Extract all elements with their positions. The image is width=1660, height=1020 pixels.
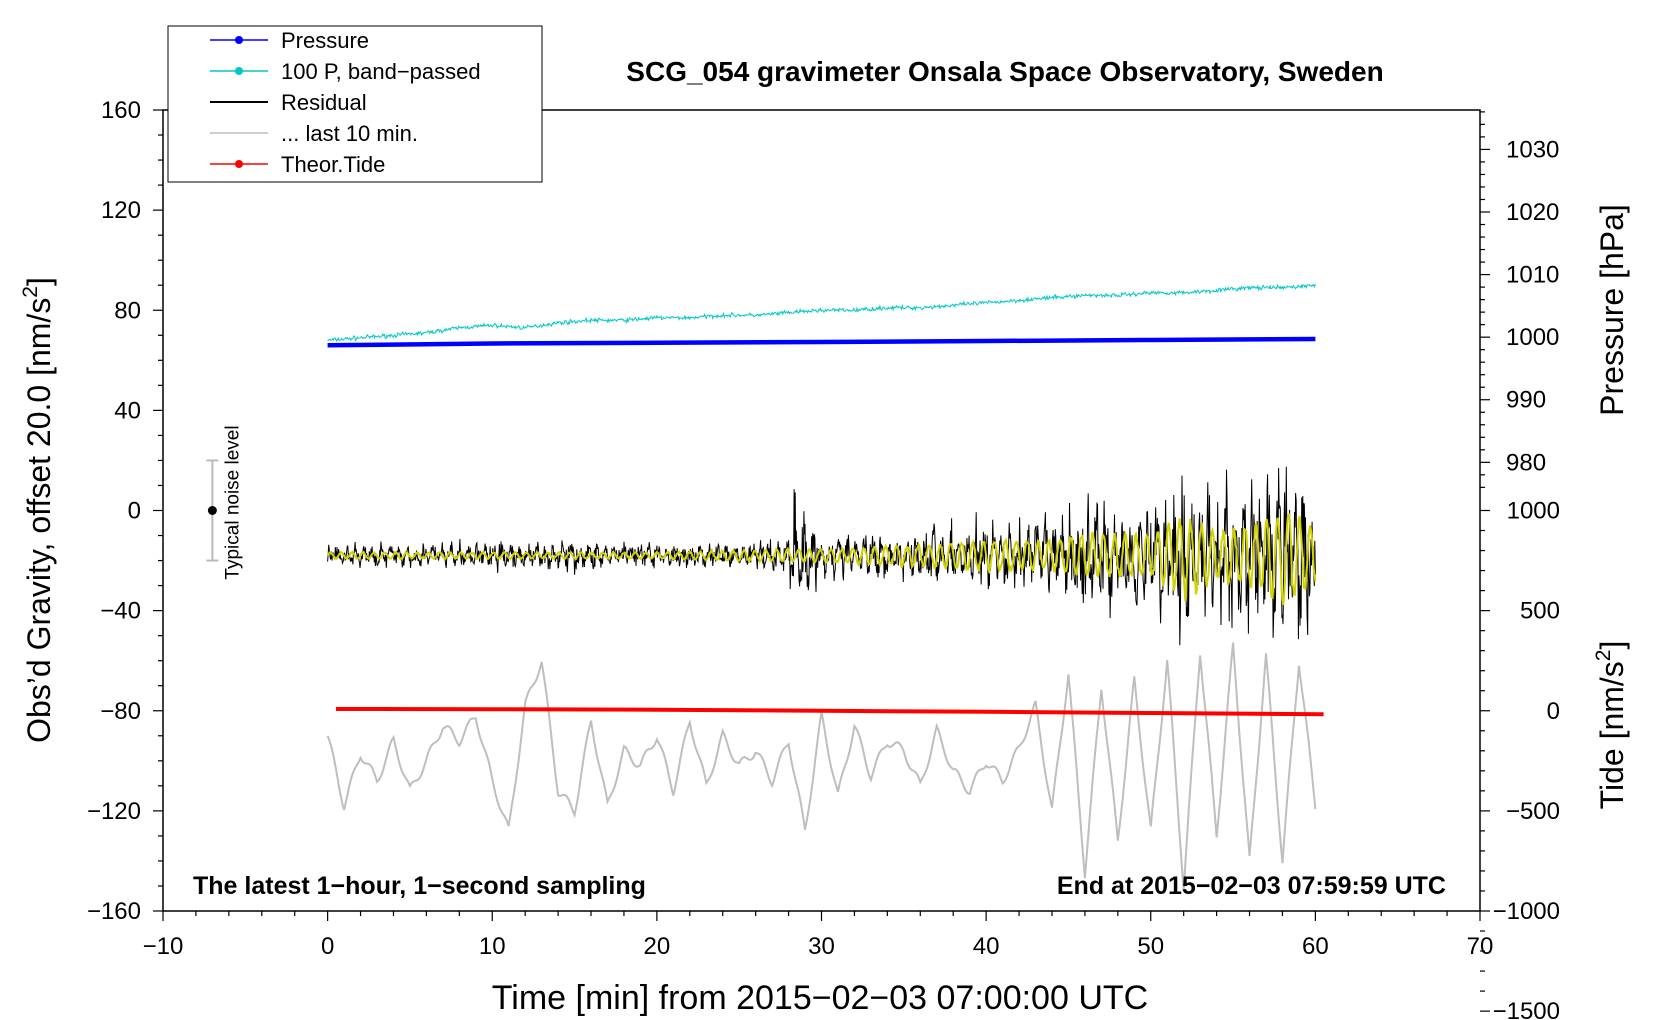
series-layer <box>326 283 1324 890</box>
legend-label: ... last 10 min. <box>281 121 418 146</box>
pressure-tick-label: 990 <box>1506 387 1546 414</box>
tide-tick-label: 1000 <box>1507 498 1560 525</box>
y-axis-label: Obs’d Gravity, offset 20.0 [nm/s2] <box>19 277 57 743</box>
legend-box <box>167 25 543 183</box>
legend-label: Theor.Tide <box>281 152 385 177</box>
legend-label: Pressure <box>281 28 369 53</box>
y-axis-label-close: ] <box>21 277 57 286</box>
pressure-axis-label: Pressure [hPa] <box>1594 204 1630 416</box>
y-axis-tide: 1000 500 0 −500 −1000 −1500 <box>1480 498 1560 1020</box>
x-tick-label: −10 <box>143 933 184 960</box>
series-band-passed <box>327 283 1316 343</box>
annotation-bottom-left: The latest 1−hour, 1−second sampling <box>193 872 646 900</box>
tide-tick-label: 500 <box>1520 598 1560 625</box>
y-tick-label: −80 <box>100 698 141 725</box>
pressure-tick-label: 1020 <box>1506 199 1559 226</box>
x-axis-label: Time [min] from 2015−02−03 07:00:00 UTC <box>492 979 1148 1017</box>
x-tick-label: 40 <box>973 933 1000 960</box>
y-axis-label-main: Obs’d Gravity, offset 20.0 [nm/s <box>21 298 57 743</box>
legend-marker <box>235 36 243 44</box>
tide-axis-label-close: ] <box>1594 641 1630 650</box>
tide-axis-label-sup: 2 <box>1592 650 1615 662</box>
legend-marker <box>235 67 243 75</box>
series-pressure <box>327 336 1316 348</box>
chart-title: SCG_054 gravimeter Onsala Space Observat… <box>626 56 1383 87</box>
x-tick-label: 50 <box>1137 933 1164 960</box>
noise-bar-dot <box>207 506 217 515</box>
pressure-tick-label: 980 <box>1506 449 1546 476</box>
y-axis-pressure: 1030 1020 1010 1000 990 980 <box>1480 111 1559 488</box>
pressure-tick-label: 1030 <box>1506 136 1559 163</box>
y-tick-label: 160 <box>101 97 141 124</box>
x-tick-label: 20 <box>644 933 671 960</box>
tide-axis-label-main: Tide [nm/s <box>1594 661 1630 809</box>
tide-tick-label: −1000 <box>1493 898 1560 925</box>
noise-bar <box>206 459 219 562</box>
y-tick-label: −40 <box>100 598 141 625</box>
y-tick-label: −160 <box>87 898 141 925</box>
annotation-bottom-right: End at 2015−02−03 07:59:59 UTC <box>1057 872 1446 900</box>
x-tick-label: 60 <box>1302 933 1329 960</box>
pressure-tick-label: 1000 <box>1506 324 1559 351</box>
y-tick-label: 0 <box>128 498 141 525</box>
x-tick-label: 0 <box>321 933 334 960</box>
series-residual <box>327 466 1316 646</box>
x-tick-label: 10 <box>479 933 506 960</box>
legend-label: 100 P, band−passed <box>281 59 481 84</box>
legend-marker <box>235 160 243 168</box>
noise-label: Typical noise level <box>222 425 243 579</box>
x-tick-label: 30 <box>808 933 835 960</box>
y-tick-label: 120 <box>101 197 141 224</box>
y-tick-label: 80 <box>114 297 141 324</box>
series-residual-filtered <box>326 513 1317 606</box>
legend-label: Residual <box>281 90 367 115</box>
tide-tick-label: −500 <box>1506 798 1560 825</box>
y-tick-label: 40 <box>114 397 141 424</box>
tide-axis-label: Tide [nm/s2] <box>1592 641 1630 810</box>
x-axis: −10 0 10 20 30 40 50 60 70 <box>143 911 1494 960</box>
x-tick-label: 70 <box>1467 933 1494 960</box>
y-tick-label: −120 <box>87 798 141 825</box>
series-last-10-min <box>326 642 1317 890</box>
tide-tick-label: −1500 <box>1493 998 1560 1020</box>
plot-frame <box>162 109 1481 912</box>
pressure-tick-label: 1010 <box>1506 262 1559 289</box>
series-theor-tide <box>335 707 1324 717</box>
y-axis-gravity: 160 120 80 40 0 −40 −80 −120 −160 <box>87 97 163 925</box>
tide-tick-label: 0 <box>1547 698 1560 725</box>
legend: Pressure 100 P, band−passed Residual ... la… <box>167 25 543 183</box>
y-axis-label-sup: 2 <box>19 286 42 298</box>
